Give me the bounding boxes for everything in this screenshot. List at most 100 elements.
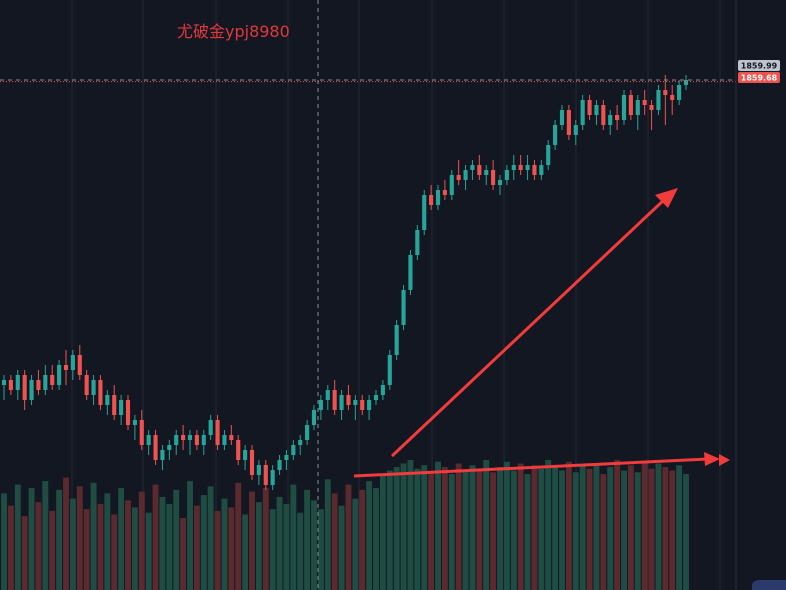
candle-body [311, 410, 317, 425]
candle [146, 430, 151, 455]
volume-bar [249, 491, 255, 590]
candle-body [57, 365, 62, 385]
candle-body [635, 100, 640, 115]
candle [84, 370, 89, 400]
candle [339, 390, 344, 420]
candle-body [628, 95, 633, 115]
candle-body [511, 165, 516, 170]
volume-bar [311, 500, 317, 590]
volume-bar [531, 465, 538, 590]
candle-body [29, 380, 34, 400]
volume-bar [131, 507, 138, 590]
candle [497, 175, 503, 195]
volume-bar [400, 463, 407, 590]
volume-bar [510, 470, 517, 590]
candle-body [429, 195, 434, 205]
volume-bar [379, 475, 386, 590]
candle [573, 120, 578, 145]
candle [511, 155, 516, 180]
arrow-horizontal-head [704, 452, 720, 466]
candle [670, 85, 675, 115]
candle [208, 415, 213, 440]
volume-bar [552, 467, 559, 590]
scroll-button[interactable] [752, 580, 786, 590]
candle-body [559, 110, 565, 125]
candle [325, 385, 330, 410]
volume-bar [517, 463, 524, 590]
candle-body [504, 170, 509, 180]
candle [1, 375, 7, 400]
candle-body [243, 450, 248, 460]
volume-bar [56, 489, 63, 590]
candle [422, 190, 427, 235]
candle-body [8, 380, 13, 390]
candle [504, 165, 509, 185]
volume-bar [393, 467, 400, 590]
candle-body [670, 95, 675, 100]
volume-bars [1, 460, 689, 590]
candle-body [284, 455, 289, 460]
candle [608, 110, 613, 135]
candle-body [601, 105, 606, 125]
volume-bar [28, 488, 35, 590]
candle [615, 105, 620, 130]
candle-body [649, 105, 654, 110]
candle [360, 395, 365, 415]
candle [621, 90, 627, 125]
volume-bar [648, 468, 655, 590]
volume-bar [524, 474, 531, 590]
candle-body [1, 380, 7, 385]
volume-bar [14, 484, 21, 590]
candle [628, 90, 633, 120]
candle-body [415, 230, 420, 255]
candle [249, 445, 255, 480]
candle-body [229, 435, 234, 440]
volume-bar [634, 472, 641, 590]
arrow-horizontal-shaft [353, 457, 709, 478]
candle-body [105, 395, 110, 405]
candle [601, 100, 606, 130]
candle [43, 365, 48, 395]
volume-bar [497, 467, 503, 590]
candle [263, 460, 268, 490]
candle-body [181, 435, 186, 440]
volume-bar [338, 505, 345, 590]
volume-bar [435, 461, 441, 590]
volume-bar [166, 503, 173, 590]
candle-body [15, 375, 20, 390]
crosshair-price-label: 1859.99 [741, 62, 778, 71]
candle-body [298, 440, 303, 445]
candle [236, 435, 241, 465]
candle [77, 345, 82, 380]
volume-bar [200, 495, 207, 590]
volume-bar [469, 465, 476, 590]
candle [91, 375, 96, 405]
volume-bar [614, 460, 621, 590]
candle [181, 425, 186, 450]
candle-body [167, 445, 172, 450]
candle [318, 395, 323, 420]
volume-bar [414, 468, 421, 590]
volume-bar [407, 460, 414, 590]
candle [580, 95, 585, 130]
candle-body [683, 80, 689, 85]
candle-body [256, 465, 261, 475]
candle [373, 390, 379, 405]
volume-bar [276, 496, 283, 590]
candle-body [573, 125, 578, 135]
volume-bar [262, 488, 269, 590]
candle-body [367, 400, 372, 410]
candle-body [435, 190, 441, 205]
candle-body [249, 450, 255, 475]
candle-body [587, 100, 592, 115]
volume-bar [76, 486, 83, 590]
candle-body [442, 190, 447, 195]
volume-bar [83, 509, 90, 590]
candle [167, 440, 172, 460]
candle-body [373, 395, 379, 400]
volume-bar [317, 509, 324, 590]
candle-body [387, 355, 392, 385]
